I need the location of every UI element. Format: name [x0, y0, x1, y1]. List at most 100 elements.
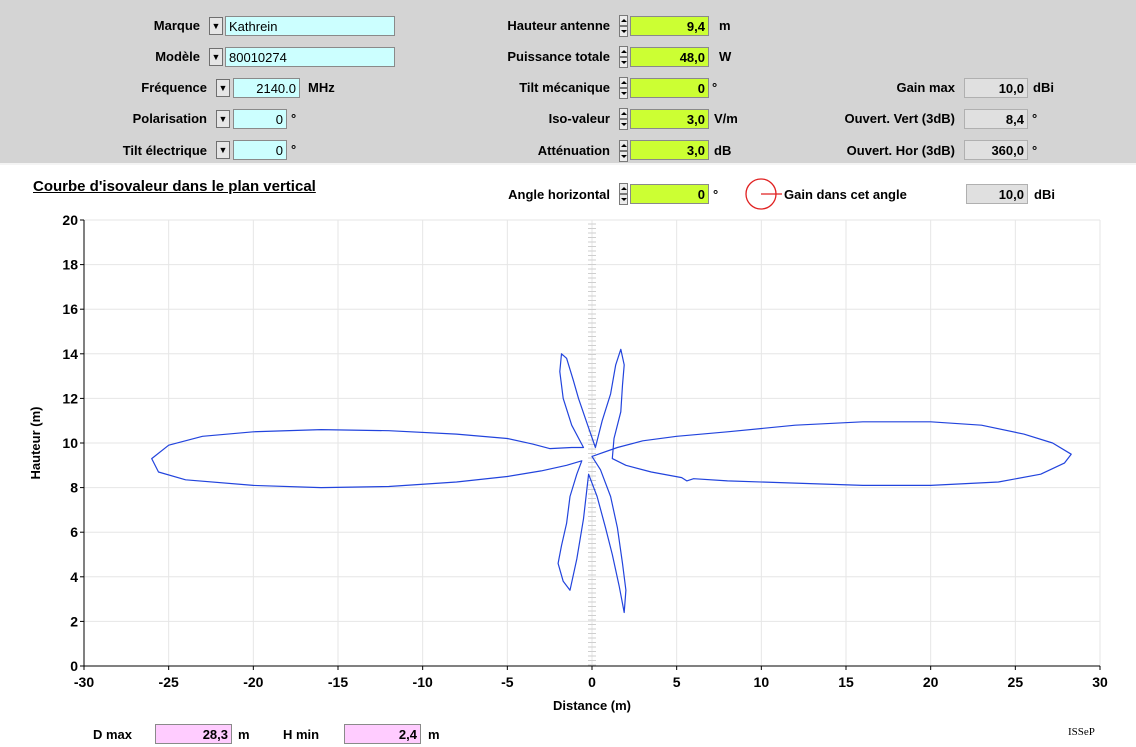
puissance-field[interactable]: 48,0 [630, 47, 709, 67]
iso-valeur-field[interactable]: 3,0 [630, 109, 709, 129]
angle-horizontal-unit: ° [713, 187, 719, 202]
spin-down-icon[interactable] [619, 194, 628, 205]
spin-down-icon[interactable] [619, 26, 628, 37]
x-tick-label: -30 [74, 674, 94, 690]
dmax-unit: m [238, 727, 250, 742]
frequence-unit: MHz [308, 80, 335, 95]
y-axis-label: Hauteur (m) [28, 407, 43, 480]
y-tick-label: 10 [62, 435, 78, 451]
y-tick-label: 18 [62, 257, 78, 273]
dmax-value: 28,3 [155, 724, 232, 744]
x-axis-label: Distance (m) [553, 698, 631, 713]
gain-angle-label: Gain dans cet angle [784, 187, 907, 202]
x-tick-label: 30 [1092, 674, 1108, 690]
x-tick-label: 5 [673, 674, 681, 690]
hmin-label: H min [283, 727, 320, 742]
marque-field[interactable]: Kathrein [225, 16, 395, 36]
y-tick-label: 0 [70, 658, 78, 674]
hmin-unit: m [428, 727, 440, 742]
x-tick-label: -20 [243, 674, 263, 690]
attenuation-unit: dB [714, 143, 732, 158]
spin-down-icon[interactable] [619, 57, 628, 68]
ouvert-hor-label: Ouvert. Hor (3dB) [846, 143, 955, 158]
marque-label: Marque [153, 18, 200, 33]
puissance-unit: W [719, 49, 732, 64]
angle-horizontal-spinner[interactable] [619, 183, 628, 205]
ouvert-vert-label: Ouvert. Vert (3dB) [844, 111, 955, 126]
spin-down-icon[interactable] [619, 119, 628, 130]
spin-up-icon[interactable] [619, 108, 628, 119]
spin-down-icon[interactable] [619, 88, 628, 99]
gain-angle-unit: dBi [1034, 187, 1055, 202]
hmin-value: 2,4 [344, 724, 421, 744]
polarisation-dropdown-button[interactable]: ▼ [216, 110, 230, 128]
gain-angle-value: 10,0 [966, 184, 1028, 204]
tilt-mecanique-field[interactable]: 0 [630, 78, 709, 98]
tilt-mecanique-spinner[interactable] [619, 77, 628, 99]
x-tick-label: -5 [501, 674, 514, 690]
gain-max-unit: dBi [1033, 80, 1054, 95]
hauteur-unit: m [719, 18, 731, 33]
polarisation-field[interactable]: 0 [233, 109, 287, 129]
parameters-panel: Marque ▼ Kathrein Modèle ▼ 80010274 Fréq… [0, 0, 1136, 165]
attenuation-spinner[interactable] [619, 140, 628, 162]
frequence-label: Fréquence [141, 80, 207, 95]
tilt-electrique-unit: ° [291, 142, 297, 157]
attenuation-field[interactable]: 3,0 [630, 140, 709, 160]
polarisation-unit: ° [291, 111, 297, 126]
modele-dropdown-button[interactable]: ▼ [209, 48, 223, 66]
x-tick-label: -15 [328, 674, 348, 690]
puissance-spinner[interactable] [619, 46, 628, 68]
marque-dropdown-button[interactable]: ▼ [209, 17, 223, 35]
x-tick-label: 25 [1008, 674, 1024, 690]
frequence-field[interactable]: 2140.0 [233, 78, 300, 98]
spin-down-icon[interactable] [619, 151, 628, 162]
polarisation-label: Polarisation [132, 111, 207, 126]
angle-horizontal-field[interactable]: 0 [630, 184, 709, 204]
y-tick-label: 12 [62, 390, 78, 406]
dmax-label: D max [93, 727, 133, 742]
x-tick-label: 20 [923, 674, 939, 690]
puissance-label: Puissance totale [507, 49, 610, 64]
ouvert-vert-value: 8,4 [964, 109, 1028, 129]
isovalue-chart: -30 -25 -20 -15 -10 -5 0 5 10 15 20 25 30 0 2 4 6 8 10 12 14… [28, 212, 1108, 713]
tilt-electrique-label: Tilt électrique [122, 143, 207, 158]
iso-valeur-unit: V/m [714, 111, 738, 126]
spin-up-icon[interactable] [619, 46, 628, 57]
y-tick-label: 14 [62, 346, 78, 362]
tilt-electrique-dropdown-button[interactable]: ▼ [216, 141, 230, 159]
hauteur-label: Hauteur antenne [507, 18, 610, 33]
angle-horizontal-label: Angle horizontal [508, 187, 610, 202]
spin-up-icon[interactable] [619, 77, 628, 88]
ouvert-vert-unit: ° [1032, 111, 1038, 126]
x-tick-label: -25 [159, 674, 179, 690]
spin-up-icon[interactable] [619, 140, 628, 151]
iso-valeur-spinner[interactable] [619, 108, 628, 130]
horizontal-angle-compass-icon [745, 178, 782, 210]
plot-title: Courbe d'isovaleur dans le plan vertical [33, 178, 316, 195]
gain-max-value: 10,0 [964, 78, 1028, 98]
ouvert-hor-value: 360,0 [964, 140, 1028, 160]
tilt-mecanique-unit: ° [712, 80, 718, 95]
y-tick-label: 16 [62, 301, 78, 317]
y-tick-label: 6 [70, 524, 78, 540]
gain-max-label: Gain max [896, 80, 955, 95]
tilt-mecanique-label: Tilt mécanique [519, 80, 610, 95]
spin-up-icon[interactable] [619, 15, 628, 26]
y-tick-label: 8 [70, 480, 78, 496]
hauteur-field[interactable]: 9,4 [630, 16, 709, 36]
y-tick-label: 4 [70, 569, 78, 585]
frequence-dropdown-button[interactable]: ▼ [216, 79, 230, 97]
x-tick-label: 15 [838, 674, 854, 690]
spin-up-icon[interactable] [619, 183, 628, 194]
x-tick-label: 10 [754, 674, 770, 690]
isovalue-curve [151, 348, 1072, 614]
iso-valeur-label: Iso-valeur [548, 111, 610, 126]
ouvert-hor-unit: ° [1032, 143, 1038, 158]
modele-label: Modèle [155, 49, 200, 64]
hauteur-spinner[interactable] [619, 15, 628, 37]
y-tick-label: 2 [70, 613, 78, 629]
x-tick-label: -10 [413, 674, 433, 690]
tilt-electrique-field[interactable]: 0 [233, 140, 287, 160]
modele-field[interactable]: 80010274 [225, 47, 395, 67]
